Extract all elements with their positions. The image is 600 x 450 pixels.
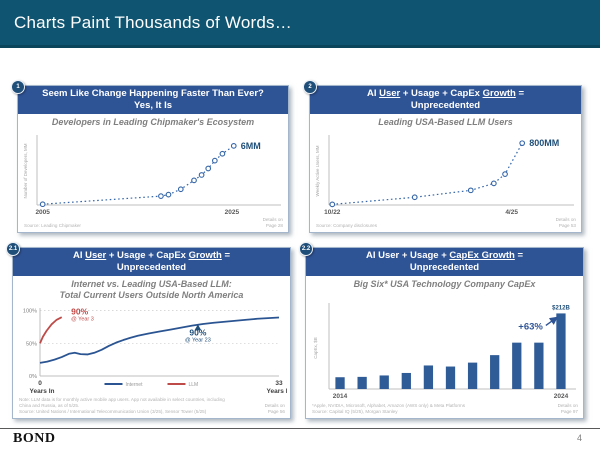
svg-text:2005: 2005 — [35, 209, 50, 216]
svg-text:800MM: 800MM — [529, 138, 559, 148]
footer-divider — [0, 428, 600, 429]
details-reference: Details on Page 56 — [264, 403, 285, 415]
llm-users-line-chart: 800MM 10/22 4/25 Weekly Active Users, MM — [313, 129, 578, 219]
page-number: 4 — [576, 433, 582, 443]
chart-subtitle: Developers in Leading Chipmaker's Ecosys… — [51, 116, 255, 127]
svg-text:CapEx, $B: CapEx, $B — [313, 337, 318, 359]
svg-text:4/25: 4/25 — [505, 209, 518, 216]
svg-text:Weekly Active Users, MM: Weekly Active Users, MM — [315, 145, 320, 196]
panel-title-text: AI User + Usage + CapEx Growth = Unpreced… — [365, 250, 524, 273]
panel-title-text: Seem Like Change Happening Faster Than E… — [42, 88, 264, 111]
panel-title: Seem Like Change Happening Faster Than E… — [18, 86, 288, 114]
source-note: Note: LLM data is for monthly active mob… — [19, 397, 225, 415]
panel-title: AI User + Usage + CapEx Growth = Unpreced… — [13, 248, 290, 276]
panel-capex: 2.2 AI User + Usage + CapEx Growth = Unpr… — [299, 242, 584, 419]
svg-text:2014: 2014 — [333, 393, 348, 400]
source-note: Source: Company disclosures — [316, 223, 378, 229]
slide-title: Charts Paint Thousands of Words… — [14, 12, 292, 32]
panel-footer: Note: LLM data is for monthly active mob… — [19, 397, 285, 415]
svg-text:Number of Developers, MM: Number of Developers, MM — [23, 143, 28, 198]
details-reference: Details on Page 97 — [557, 403, 578, 415]
svg-text:@ Year 3: @ Year 3 — [71, 316, 94, 322]
chart-subtitle: Leading USA-Based LLM Users — [378, 116, 513, 127]
svg-text:0%: 0% — [29, 374, 37, 380]
panel-footer: Source: Leading Chipmaker Details on Pag… — [24, 217, 283, 229]
svg-text:Years In: Years In — [267, 388, 287, 395]
svg-text:33: 33 — [275, 380, 283, 387]
source-note: Source: Leading Chipmaker — [24, 223, 81, 229]
panel-badge: 2 — [303, 80, 317, 94]
panel-title: AI User + Usage + CapEx Growth = Unpreced… — [306, 248, 583, 276]
svg-text:90%: 90% — [71, 306, 88, 316]
capex-bar-chart: 2014 2024 $212B +63% CapEx, $B — [309, 291, 580, 403]
svg-text:@ Year 23: @ Year 23 — [185, 337, 211, 343]
details-reference: Details on Page 28 — [262, 217, 283, 229]
svg-text:$212B: $212B — [552, 305, 570, 311]
details-reference: Details on Page 53 — [555, 217, 576, 229]
panel-title: AI User + Usage + CapEx Growth = Unpreced… — [310, 86, 581, 114]
bond-logo: BOND — [13, 431, 56, 446]
svg-text:90%: 90% — [189, 327, 206, 337]
panel-title-text: AI User + Usage + CapEx Growth = Unpreced… — [366, 88, 525, 111]
svg-text:0: 0 — [38, 380, 42, 387]
panel-title-text: AI User + Usage + CapEx Growth = Unpreced… — [72, 250, 231, 273]
panel-footer: *Apple, NVIDIA, Microsoft, Alphabet, Ama… — [312, 403, 578, 415]
svg-text:+63%: +63% — [518, 321, 543, 332]
developers-line-chart: 6MM 2005 2025 Number of Developers, MM — [21, 129, 285, 219]
svg-text:Years In: Years In — [30, 388, 55, 395]
svg-text:Internet: Internet — [126, 382, 144, 388]
chart-subtitle: Internet vs. Leading USA-Based LLM: Tota… — [59, 278, 244, 300]
svg-text:10/22: 10/22 — [324, 209, 341, 216]
svg-text:2024: 2024 — [554, 393, 569, 400]
panel-badge: 2.1 — [6, 242, 20, 256]
panel-badge: 2.2 — [299, 242, 313, 256]
panel-badge: 1 — [11, 80, 25, 94]
svg-text:6MM: 6MM — [241, 141, 261, 151]
svg-text:50%: 50% — [26, 341, 37, 347]
internet-vs-llm-chart: 0% 50% 100% 90% @ Year 3 90% @ Year 23 0 33 Years… — [16, 302, 287, 402]
panel-llm-users: 2 AI User + Usage + CapEx Growth = Unprec… — [303, 80, 582, 233]
source-note: *Apple, NVIDIA, Microsoft, Alphabet, Ama… — [312, 403, 466, 415]
svg-text:100%: 100% — [23, 308, 37, 314]
panel-developers: 1 Seem Like Change Happening Faster Than… — [11, 80, 289, 233]
svg-text:2025: 2025 — [225, 209, 240, 216]
svg-text:LLM: LLM — [189, 382, 199, 388]
panel-internet-vs-llm: 2.1 AI User + Usage + CapEx Growth = Unpr… — [6, 242, 291, 419]
panel-footer: Source: Company disclosures Details on P… — [316, 217, 576, 229]
slide-header: Charts Paint Thousands of Words… — [0, 0, 600, 48]
chart-subtitle: Big Six* USA Technology Company CapEx — [353, 278, 536, 289]
